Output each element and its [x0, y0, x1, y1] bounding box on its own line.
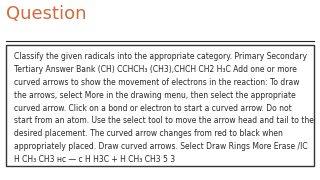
- Text: Question: Question: [6, 5, 87, 23]
- Text: Classify the given radicals into the appropriate category. Primary Secondary
Ter: Classify the given radicals into the app…: [14, 52, 314, 164]
